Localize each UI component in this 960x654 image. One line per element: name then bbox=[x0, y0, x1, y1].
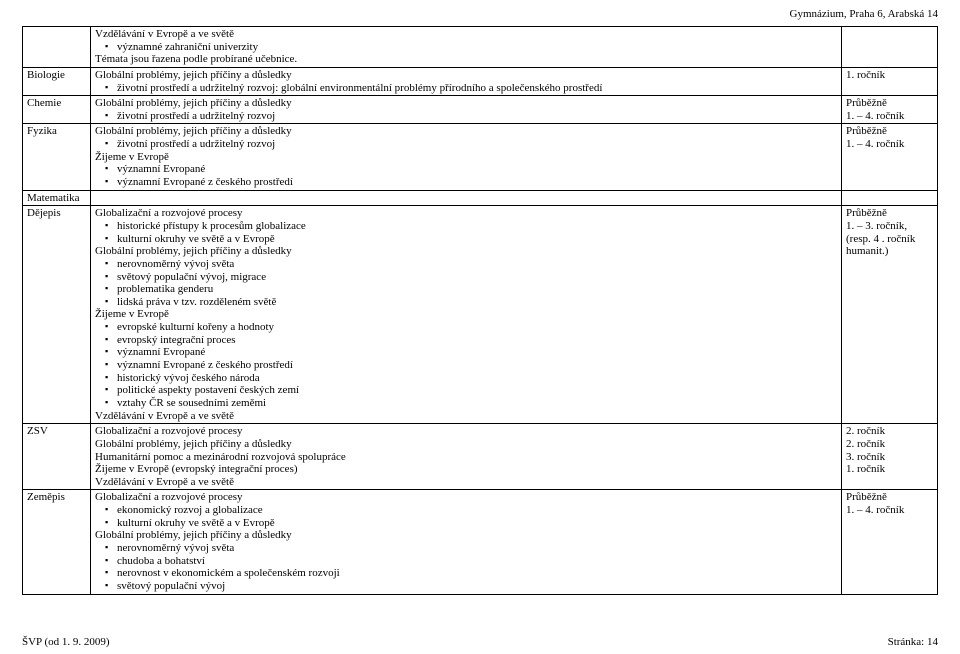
content-bullet: politické aspekty postavení českých zemí bbox=[117, 384, 837, 397]
cell-content bbox=[91, 190, 842, 206]
content-bullet: historické přístupy k procesům globaliza… bbox=[117, 220, 837, 233]
cell-subject: Dějepis bbox=[23, 206, 91, 424]
table-row: Vzdělávání v Evropě a ve světě významné … bbox=[23, 27, 938, 68]
page-header: Gymnázium, Praha 6, Arabská 14 bbox=[22, 8, 938, 20]
note-line: 1. – 4. ročník bbox=[846, 138, 933, 151]
note-line: 1. – 4. ročník bbox=[846, 504, 933, 517]
content-line: Globalizační a rozvojové procesy bbox=[95, 491, 837, 504]
cell-subject bbox=[23, 27, 91, 68]
cell-content: Globalizační a rozvojové procesy Globáln… bbox=[91, 424, 842, 490]
content-line: Globální problémy, jejich příčiny a důsl… bbox=[95, 69, 837, 82]
cell-content: Globální problémy, jejich příčiny a důsl… bbox=[91, 124, 842, 190]
content-bullet: chudoba a bohatství bbox=[117, 555, 837, 568]
content-bullet: světový populační vývoj, migrace bbox=[117, 271, 837, 284]
note-line: 3. ročník bbox=[846, 451, 933, 464]
table-row: Matematika bbox=[23, 190, 938, 206]
cell-notes: Průběžně 1. – 3. ročník, (resp. 4 . ročn… bbox=[842, 206, 938, 424]
content-bullet: vztahy ČR se sousedními zeměmi bbox=[117, 397, 837, 410]
cell-content: Vzdělávání v Evropě a ve světě významné … bbox=[91, 27, 842, 68]
content-bullet: nerovnost v ekonomickém a společenském r… bbox=[117, 567, 837, 580]
cell-content: Globální problémy, jejich příčiny a důsl… bbox=[91, 67, 842, 95]
content-bullet: historický vývoj českého národa bbox=[117, 372, 837, 385]
cell-subject: Matematika bbox=[23, 190, 91, 206]
note-line: 2. ročník bbox=[846, 438, 933, 451]
content-bullet: významní Evropané bbox=[117, 163, 837, 176]
note-line: 1. – 4. ročník bbox=[846, 110, 933, 123]
content-bullet: významní Evropané z českého prostředí bbox=[117, 359, 837, 372]
note-line: Průběžně bbox=[846, 125, 933, 138]
content-bullet: světový populační vývoj bbox=[117, 580, 837, 593]
table-row: Biologie Globální problémy, jejich příči… bbox=[23, 67, 938, 95]
content-line: Globální problémy, jejich příčiny a důsl… bbox=[95, 125, 837, 138]
content-line: Humanitární pomoc a mezinárodní rozvojov… bbox=[95, 451, 837, 464]
content-bullet: kulturní okruhy ve světě a v Evropě bbox=[117, 233, 837, 246]
content-line: Globální problémy, jejich příčiny a důsl… bbox=[95, 438, 837, 451]
content-line: Žijeme v Evropě bbox=[95, 151, 837, 164]
cell-content: Globalizační a rozvojové procesy histori… bbox=[91, 206, 842, 424]
note-line: Průběžně bbox=[846, 207, 933, 220]
cell-subject: Chemie bbox=[23, 96, 91, 124]
content-line: Globální problémy, jejich příčiny a důsl… bbox=[95, 245, 837, 258]
content-line: Globalizační a rozvojové procesy bbox=[95, 425, 837, 438]
table-row: ZSV Globalizační a rozvojové procesy Glo… bbox=[23, 424, 938, 490]
cell-subject: Zeměpis bbox=[23, 490, 91, 594]
cell-subject: Fyzika bbox=[23, 124, 91, 190]
cell-notes: Průběžně 1. – 4. ročník bbox=[842, 490, 938, 594]
note-line: (resp. 4 . ročník bbox=[846, 233, 933, 246]
content-line: Vzdělávání v Evropě a ve světě bbox=[95, 410, 837, 423]
page-footer: ŠVP (od 1. 9. 2009) Stránka: 14 bbox=[22, 636, 938, 648]
content-bullet: významní Evropané z českého prostředí bbox=[117, 176, 837, 189]
content-line: Globalizační a rozvojové procesy bbox=[95, 207, 837, 220]
cell-notes: 2. ročník 2. ročník 3. ročník 1. ročník bbox=[842, 424, 938, 490]
note-line: 1. – 3. ročník, bbox=[846, 220, 933, 233]
content-bullet: nerovnoměrný vývoj světa bbox=[117, 542, 837, 555]
table-row: Zeměpis Globalizační a rozvojové procesy… bbox=[23, 490, 938, 594]
table-row: Fyzika Globální problémy, jejich příčiny… bbox=[23, 124, 938, 190]
curriculum-table: Vzdělávání v Evropě a ve světě významné … bbox=[22, 26, 938, 595]
cell-subject: ZSV bbox=[23, 424, 91, 490]
cell-notes bbox=[842, 190, 938, 206]
content-bullet: lidská práva v tzv. rozděleném světě bbox=[117, 296, 837, 309]
content-line: Žijeme v Evropě bbox=[95, 308, 837, 321]
cell-content: Globální problémy, jejich příčiny a důsl… bbox=[91, 96, 842, 124]
note-line: humanit.) bbox=[846, 245, 933, 258]
cell-notes bbox=[842, 27, 938, 68]
content-bullet: životní prostředí a udržitelný rozvoj bbox=[117, 110, 837, 123]
content-bullet: nerovnoměrný vývoj světa bbox=[117, 258, 837, 271]
note-line: Průběžně bbox=[846, 97, 933, 110]
footer-right: Stránka: 14 bbox=[888, 636, 938, 648]
cell-notes: Průběžně 1. – 4. ročník bbox=[842, 96, 938, 124]
content-bullet: evropský integrační proces bbox=[117, 334, 837, 347]
cell-notes: Průběžně 1. – 4. ročník bbox=[842, 124, 938, 190]
content-bullet: evropské kulturní kořeny a hodnoty bbox=[117, 321, 837, 334]
table-row: Chemie Globální problémy, jejich příčiny… bbox=[23, 96, 938, 124]
content-bullet: kulturní okruhy ve světě a v Evropě bbox=[117, 517, 837, 530]
content-bullet: významné zahraniční univerzity bbox=[117, 41, 837, 54]
content-bullet: životní prostředí a udržitelný rozvoj bbox=[117, 138, 837, 151]
note-line: Průběžně bbox=[846, 491, 933, 504]
cell-subject: Biologie bbox=[23, 67, 91, 95]
table-row: Dějepis Globalizační a rozvojové procesy… bbox=[23, 206, 938, 424]
note-line: 2. ročník bbox=[846, 425, 933, 438]
footer-left: ŠVP (od 1. 9. 2009) bbox=[22, 636, 110, 648]
content-line: Globální problémy, jejich příčiny a důsl… bbox=[95, 97, 837, 110]
note-line: 1. ročník bbox=[846, 463, 933, 476]
content-line: Žijeme v Evropě (evropský integrační pro… bbox=[95, 463, 837, 476]
content-bullet: ekonomický rozvoj a globalizace bbox=[117, 504, 837, 517]
content-bullet: významní Evropané bbox=[117, 346, 837, 359]
content-line: Vzdělávání v Evropě a ve světě bbox=[95, 28, 837, 41]
content-line: Vzdělávání v Evropě a ve světě bbox=[95, 476, 837, 489]
content-bullet: problematika genderu bbox=[117, 283, 837, 296]
content-line: Témata jsou řazena podle probírané učebn… bbox=[95, 53, 837, 66]
cell-content: Globalizační a rozvojové procesy ekonomi… bbox=[91, 490, 842, 594]
content-bullet: životní prostředí a udržitelný rozvoj: g… bbox=[117, 82, 837, 95]
content-line: Globální problémy, jejich příčiny a důsl… bbox=[95, 529, 837, 542]
cell-notes: 1. ročník bbox=[842, 67, 938, 95]
